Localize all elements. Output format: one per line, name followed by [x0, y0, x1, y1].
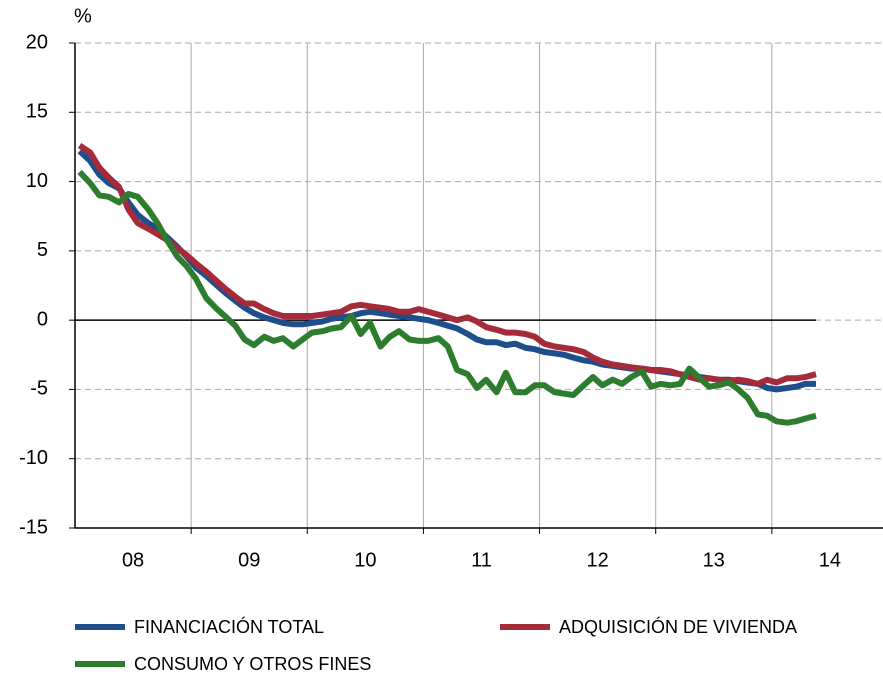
- y-tick-label: 5: [37, 239, 48, 261]
- x-tick-label: 11: [471, 549, 492, 571]
- x-tick-label: 08: [122, 549, 144, 571]
- y-tick-label: 20: [26, 31, 48, 53]
- x-tick-label: 10: [354, 549, 376, 571]
- y-tick-label: -10: [19, 447, 48, 469]
- x-tick-label: 14: [819, 549, 841, 571]
- series-line: [77, 169, 817, 426]
- legend-label: ADQUISICIÓN DE VIVIENDA: [559, 616, 797, 637]
- y-tick-label: 10: [26, 170, 48, 192]
- x-tick-label: 13: [703, 549, 725, 571]
- y-unit-label: %: [74, 5, 92, 27]
- series-line: [77, 143, 817, 387]
- x-tick-label: 09: [238, 549, 260, 571]
- x-tick-label: 12: [587, 549, 609, 571]
- legend-label: CONSUMO Y OTROS FINES: [134, 654, 371, 674]
- y-tick-label: 15: [26, 101, 48, 123]
- y-tick-label: 0: [37, 308, 48, 330]
- y-tick-label: -5: [30, 378, 48, 400]
- legend-label: FINANCIACIÓN TOTAL: [134, 616, 324, 637]
- y-tick-label: -15: [19, 516, 48, 538]
